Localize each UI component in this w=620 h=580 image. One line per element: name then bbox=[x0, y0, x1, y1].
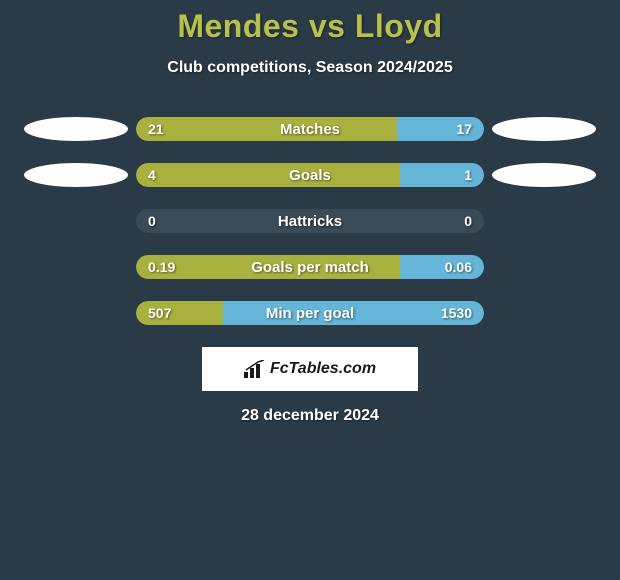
chart-icon bbox=[244, 360, 266, 378]
avatar-left bbox=[24, 117, 128, 141]
stat-row: Hattricks0 0 bbox=[0, 209, 620, 233]
stat-value-left: 4 bbox=[148, 163, 156, 187]
avatar-left bbox=[24, 163, 128, 187]
avatar-slot-left bbox=[16, 117, 136, 141]
footer-date: 28 december 2024 bbox=[0, 407, 620, 425]
stat-label: Hattricks bbox=[136, 209, 484, 233]
stat-row: Min per goal507 1530 bbox=[0, 301, 620, 325]
avatar-slot-right bbox=[484, 117, 604, 141]
stat-bar: Matches21 17 bbox=[136, 117, 484, 141]
stat-row: Goals per match0.19 0.06 bbox=[0, 255, 620, 279]
stat-bar: Hattricks0 0 bbox=[136, 209, 484, 233]
page-title: Mendes vs Lloyd bbox=[0, 8, 620, 45]
stat-value-left: 21 bbox=[148, 117, 164, 141]
stat-value-left: 507 bbox=[148, 301, 171, 325]
stat-row: Matches21 17 bbox=[0, 117, 620, 141]
stat-row: Goals4 1 bbox=[0, 163, 620, 187]
stat-bar: Goals per match0.19 0.06 bbox=[136, 255, 484, 279]
stat-value-right: 1530 bbox=[441, 301, 472, 325]
stat-bar: Min per goal507 1530 bbox=[136, 301, 484, 325]
stat-label: Min per goal bbox=[136, 301, 484, 325]
source-logo: FcTables.com bbox=[202, 347, 418, 391]
stat-bar: Goals4 1 bbox=[136, 163, 484, 187]
stat-value-right: 17 bbox=[456, 117, 472, 141]
stat-label: Matches bbox=[136, 117, 484, 141]
stat-value-left: 0.19 bbox=[148, 255, 175, 279]
avatar-right bbox=[492, 163, 596, 187]
stat-label: Goals bbox=[136, 163, 484, 187]
stat-label: Goals per match bbox=[136, 255, 484, 279]
stat-value-right: 0.06 bbox=[445, 255, 472, 279]
stats-list: Matches21 17 Goals4 1 Hattricks0 0 Goals per m… bbox=[0, 117, 620, 325]
avatar-slot-left bbox=[16, 163, 136, 187]
avatar-right bbox=[492, 117, 596, 141]
stat-value-left: 0 bbox=[148, 209, 156, 233]
page-subtitle: Club competitions, Season 2024/2025 bbox=[0, 59, 620, 77]
avatar-slot-right bbox=[484, 163, 604, 187]
logo-text: FcTables.com bbox=[270, 360, 376, 378]
stat-value-right: 1 bbox=[464, 163, 472, 187]
stat-value-right: 0 bbox=[464, 209, 472, 233]
